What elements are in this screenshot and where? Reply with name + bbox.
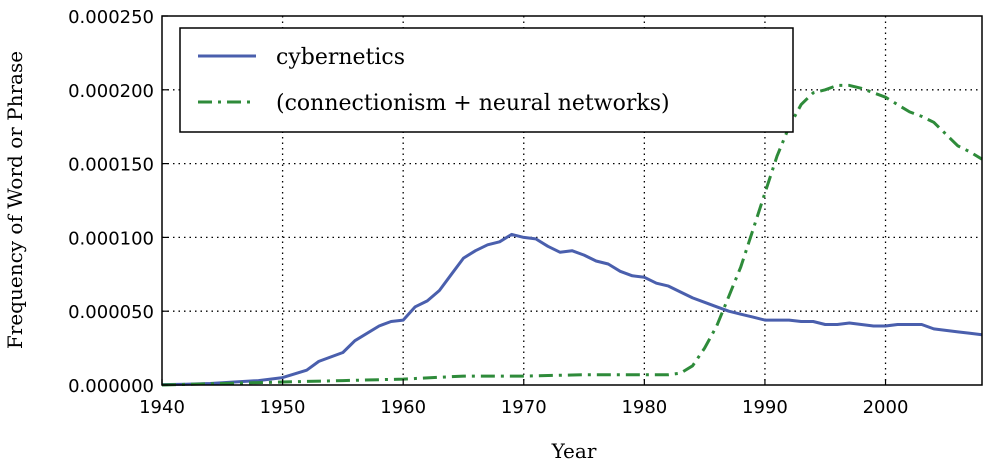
x-tick-label: 2000 bbox=[863, 397, 909, 418]
legend-label-connectionism: (connectionism + neural networks) bbox=[276, 91, 670, 116]
tick-labels: 1940 1950 1960 1970 1980 1990 2000 0.000000 0.00… bbox=[68, 7, 908, 418]
series-line-cybernetics bbox=[161, 232, 983, 387]
legend: cybernetics (connectionism + neural netw… bbox=[179, 27, 794, 133]
plot-frame bbox=[161, 15, 983, 386]
x-tick-label: 1960 bbox=[380, 397, 426, 418]
plot-lines bbox=[161, 83, 983, 387]
legend-label-cybernetics: cybernetics bbox=[276, 45, 405, 70]
legend-box bbox=[179, 27, 794, 133]
y-tick-label: 0.000100 bbox=[68, 228, 154, 249]
y-axis-label: Frequency of Word or Phrase bbox=[3, 51, 27, 349]
y-tick-label: 0.000150 bbox=[68, 155, 154, 176]
y-tick-label: 0.000250 bbox=[68, 7, 154, 28]
x-tick-label: 1990 bbox=[742, 397, 788, 418]
x-tick-label: 1940 bbox=[139, 397, 185, 418]
series-line-connectionism bbox=[161, 83, 983, 387]
x-tick-label: 1950 bbox=[260, 397, 306, 418]
y-tick-label: 0.000050 bbox=[68, 302, 154, 323]
y-tick-label: 0.000000 bbox=[68, 376, 154, 397]
x-tick-label: 1980 bbox=[621, 397, 667, 418]
ticks bbox=[161, 15, 887, 386]
y-tick-label: 0.000200 bbox=[68, 81, 154, 102]
x-tick-label: 1970 bbox=[501, 397, 547, 418]
x-axis-label: Year bbox=[551, 439, 597, 463]
